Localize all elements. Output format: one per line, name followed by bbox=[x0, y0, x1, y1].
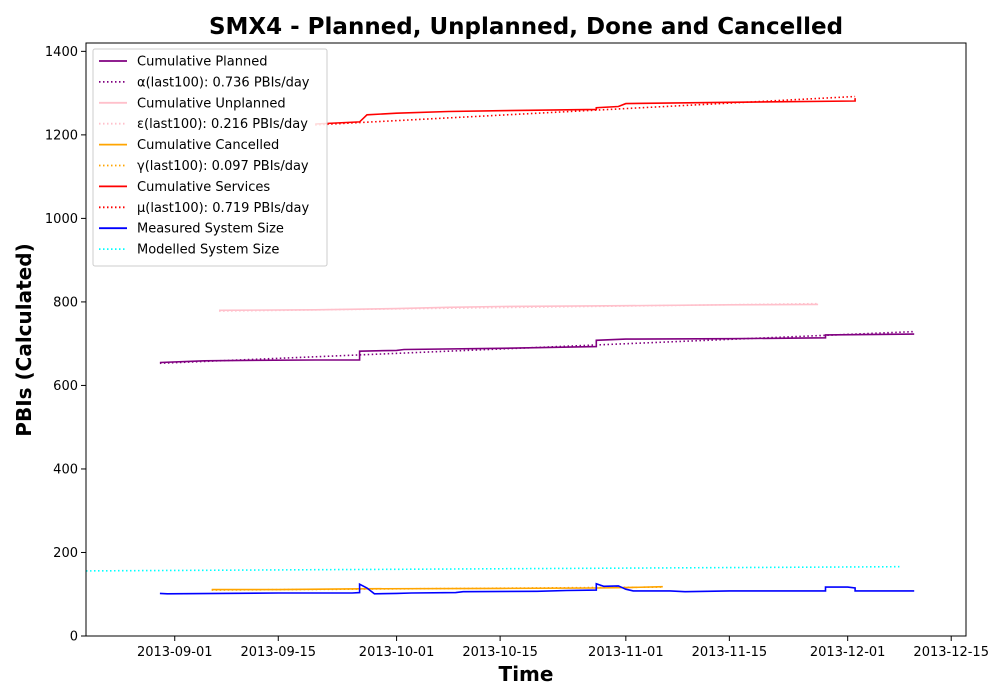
y-axis-label: PBIs (Calculated) bbox=[12, 243, 36, 436]
legend-label-4: Cumulative Cancelled bbox=[137, 138, 279, 153]
series-line-0 bbox=[159, 333, 915, 364]
x-tick-label: 2013-09-01 bbox=[137, 645, 213, 660]
legend-label-0: Cumulative Planned bbox=[137, 55, 267, 70]
series-line-8 bbox=[159, 582, 915, 595]
x-axis-label: Time bbox=[499, 662, 554, 686]
legend-label-9: Modelled System Size bbox=[137, 243, 279, 258]
x-axis: 2013-09-01 2013-09-15 2013-10-01 2013-10-15… bbox=[137, 636, 989, 660]
legend: Cumulative Planned α(last100): 0.736 PBIs… bbox=[92, 48, 328, 267]
legend-label-5: γ(last100): 0.097 PBIs/day bbox=[137, 159, 309, 174]
y-tick-label: 200 bbox=[53, 546, 78, 561]
series-line-1 bbox=[159, 330, 915, 365]
chart-title: SMX4 - Planned, Unplanned, Done and Canc… bbox=[209, 14, 843, 40]
x-tick-label: 2013-11-01 bbox=[588, 645, 664, 660]
y-tick-label: 400 bbox=[53, 462, 78, 477]
y-axis: 0 200 400 600 800 1000 1200 1400 bbox=[45, 45, 86, 645]
x-tick-label: 2013-11-15 bbox=[692, 645, 768, 660]
legend-box bbox=[92, 48, 328, 267]
series-line-6 bbox=[315, 98, 856, 125]
x-tick-label: 2013-12-01 bbox=[810, 645, 886, 660]
x-tick-label: 2013-09-15 bbox=[240, 645, 316, 660]
x-tick-label: 2013-10-15 bbox=[462, 645, 538, 660]
series-layer bbox=[85, 95, 915, 595]
legend-label-8: Measured System Size bbox=[137, 222, 284, 237]
y-tick-label: 0 bbox=[70, 630, 78, 645]
y-tick-label: 1200 bbox=[45, 128, 78, 143]
legend-label-6: Cumulative Services bbox=[137, 180, 270, 195]
y-tick-label: 800 bbox=[53, 295, 78, 310]
x-tick-label: 2013-12-15 bbox=[913, 645, 989, 660]
x-tick-label: 2013-10-01 bbox=[359, 645, 435, 660]
y-tick-label: 1000 bbox=[45, 212, 78, 227]
legend-label-7: μ(last100): 0.719 PBIs/day bbox=[137, 201, 309, 216]
legend-label-1: α(last100): 0.736 PBIs/day bbox=[137, 75, 310, 90]
legend-label-3: ε(last100): 0.216 PBIs/day bbox=[137, 117, 308, 132]
y-tick-label: 600 bbox=[53, 379, 78, 394]
y-tick-label: 1400 bbox=[45, 45, 78, 60]
plot-frame bbox=[85, 42, 967, 637]
legend-label-2: Cumulative Unplanned bbox=[137, 96, 286, 111]
